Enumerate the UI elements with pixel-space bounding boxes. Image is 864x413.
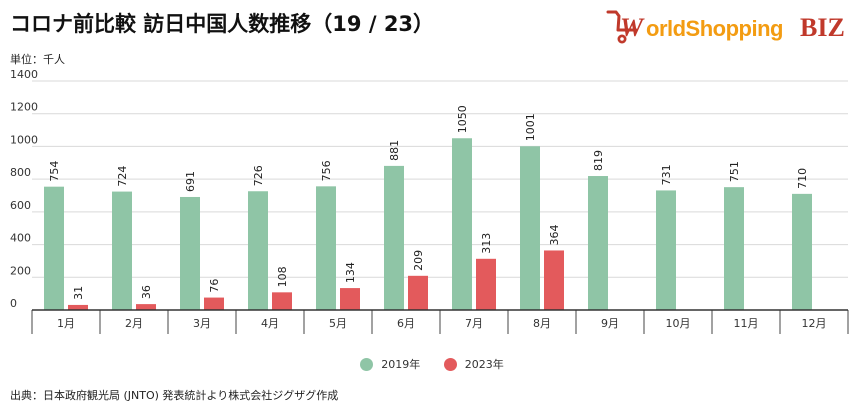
x-tick-label: 1月 [57, 317, 75, 330]
bar-2023年-2月 [136, 304, 156, 310]
data-label: 756 [320, 160, 333, 181]
bar-2019年-8月 [520, 146, 540, 310]
y-axis-unit-label: 単位：千人 [10, 53, 65, 66]
data-label: 724 [116, 166, 129, 187]
legend-swatch-2023 [443, 357, 457, 371]
y-tick-label: 200 [10, 264, 31, 277]
data-label: 819 [592, 150, 605, 171]
chart-title: コロナ前比較 訪日中国人数推移（19 / 23） [10, 12, 435, 36]
y-tick-label: 400 [10, 232, 31, 245]
shopping-cart-icon [606, 10, 638, 44]
y-tick-label: 600 [10, 199, 31, 212]
legend-item-2019: 2019年 [360, 356, 420, 372]
bar-2023年-8月 [544, 250, 564, 310]
y-tick-label: 0 [10, 297, 17, 310]
bar-2019年-2月 [112, 191, 132, 310]
bar-2023年-5月 [340, 288, 360, 310]
x-tick-label: 9月 [601, 317, 619, 330]
chart-legend: 2019年 2023年 [0, 356, 864, 374]
legend-label-2023: 2023年 [464, 358, 504, 371]
x-tick-label: 10月 [666, 317, 691, 330]
data-label: 36 [140, 285, 153, 299]
data-label: 313 [480, 233, 493, 254]
data-label: 31 [72, 286, 85, 300]
source-note: 出典：日本政府観光局 (JNTO) 発表統計より株式会社ジグザグ作成 [10, 389, 339, 402]
data-label: 726 [252, 165, 265, 186]
svg-text:W: W [620, 13, 645, 42]
bar-2019年-6月 [384, 165, 404, 310]
data-label: 751 [728, 161, 741, 182]
legend-swatch-2019 [360, 357, 374, 371]
bar-2019年-9月 [588, 176, 608, 310]
x-tick-label: 5月 [329, 317, 347, 330]
x-tick-label: 2月 [125, 317, 143, 330]
data-label: 1001 [524, 113, 537, 141]
bar-chart: 0 200 400 600 800 1000 1200 1400 754 31 1月 724 36 2月 6… [10, 68, 849, 334]
svg-text:orldShopping: orldShopping [646, 16, 783, 41]
bar-2019年-11月 [724, 187, 744, 310]
bar-2023年-3月 [204, 297, 224, 310]
bar-2019年-4月 [248, 191, 268, 310]
data-label: 134 [344, 262, 357, 283]
data-label: 209 [412, 250, 425, 271]
data-label: 710 [796, 168, 809, 189]
data-label: 754 [48, 161, 61, 182]
legend-label-2019: 2019年 [381, 358, 421, 371]
x-tick-label: 6月 [397, 317, 415, 330]
bar-2019年-5月 [316, 186, 336, 310]
data-label: 881 [388, 140, 401, 161]
x-tick-label: 12月 [802, 317, 827, 330]
y-tick-label: 1200 [10, 101, 38, 114]
data-label: 1050 [456, 105, 469, 133]
y-tick-label: 800 [10, 166, 31, 179]
bar-2023年-4月 [272, 292, 292, 310]
worldshopping-biz-logo: W orldShopping BIZ [606, 10, 845, 44]
bar-2019年-12月 [792, 193, 812, 310]
bar-2023年-6月 [408, 275, 428, 310]
x-tick-label: 7月 [465, 317, 483, 330]
data-label: 691 [184, 171, 197, 192]
x-tick-label: 3月 [193, 317, 211, 330]
svg-text:BIZ: BIZ [800, 13, 845, 42]
x-tick-label: 4月 [261, 317, 279, 330]
bar-2023年-1月 [68, 304, 88, 310]
data-label: 76 [208, 279, 221, 293]
bar-2019年-7月 [452, 138, 472, 310]
x-tick-label: 11月 [734, 317, 759, 330]
bar-2019年-1月 [44, 186, 64, 310]
data-label: 108 [276, 266, 289, 287]
data-label: 364 [548, 224, 561, 245]
bar-2023年-7月 [476, 258, 496, 310]
legend-item-2023: 2023年 [443, 356, 504, 372]
bar-2019年-3月 [180, 196, 200, 310]
data-label: 731 [660, 164, 673, 185]
x-tick-label: 8月 [533, 317, 551, 330]
bar-2019年-10月 [656, 190, 676, 310]
y-tick-label: 1400 [10, 68, 38, 81]
y-tick-label: 1000 [10, 133, 38, 146]
